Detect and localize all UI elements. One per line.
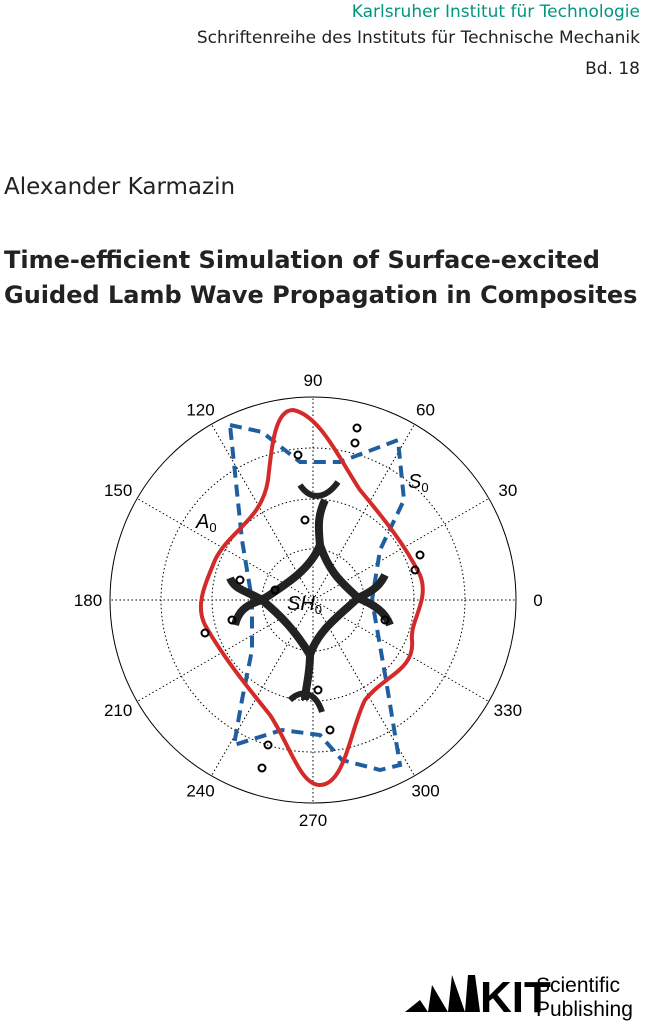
angle-label: 180	[74, 591, 102, 610]
title-line: Time-efficient Simulation of Surface-exc…	[4, 246, 600, 274]
volume: Bd. 18	[585, 59, 640, 79]
series-name: Schriftenreihe des Instituts für Technis…	[196, 28, 640, 48]
author: Alexander Karmazin	[4, 174, 236, 200]
a0-curve	[198, 407, 425, 788]
s0-curve	[227, 422, 407, 773]
sh0-curve	[226, 480, 394, 714]
angle-label: 90	[304, 371, 323, 390]
angle-label: 60	[416, 400, 435, 419]
publisher-line: Scientific	[536, 974, 620, 997]
publisher-line: Publishing	[536, 998, 633, 1021]
kit-text: KIT	[480, 973, 551, 1022]
spoke	[312, 599, 490, 702]
outer-circle	[109, 396, 517, 804]
spoke	[211, 599, 314, 777]
institute: Karlsruher Institut für Technologie	[351, 2, 640, 22]
spoke	[136, 498, 314, 601]
data-markers	[200, 423, 425, 773]
angle-label: 120	[186, 400, 214, 419]
angle-label: 300	[411, 782, 439, 801]
spoke	[211, 423, 314, 601]
angle-label: 0	[533, 591, 542, 610]
angle-label: 30	[498, 481, 517, 500]
a0-label: A0	[195, 511, 217, 535]
angle-label: 210	[104, 701, 132, 720]
kit-mark	[405, 975, 480, 1012]
s0-label: S0	[408, 471, 429, 495]
polar-figure: A0 S0 SH0 0 30 60 90 120 150 180 210 240 270 300 33…	[74, 371, 543, 830]
angle-label: 330	[494, 701, 522, 720]
angle-label: 240	[186, 782, 214, 801]
angle-label: 150	[104, 481, 132, 500]
title-line: Guided Lamb Wave Propagation in Composit…	[4, 281, 638, 309]
angle-label: 270	[299, 811, 327, 830]
sh0-label: SH0	[287, 593, 322, 617]
spoke	[136, 599, 314, 702]
spoke	[312, 498, 490, 601]
